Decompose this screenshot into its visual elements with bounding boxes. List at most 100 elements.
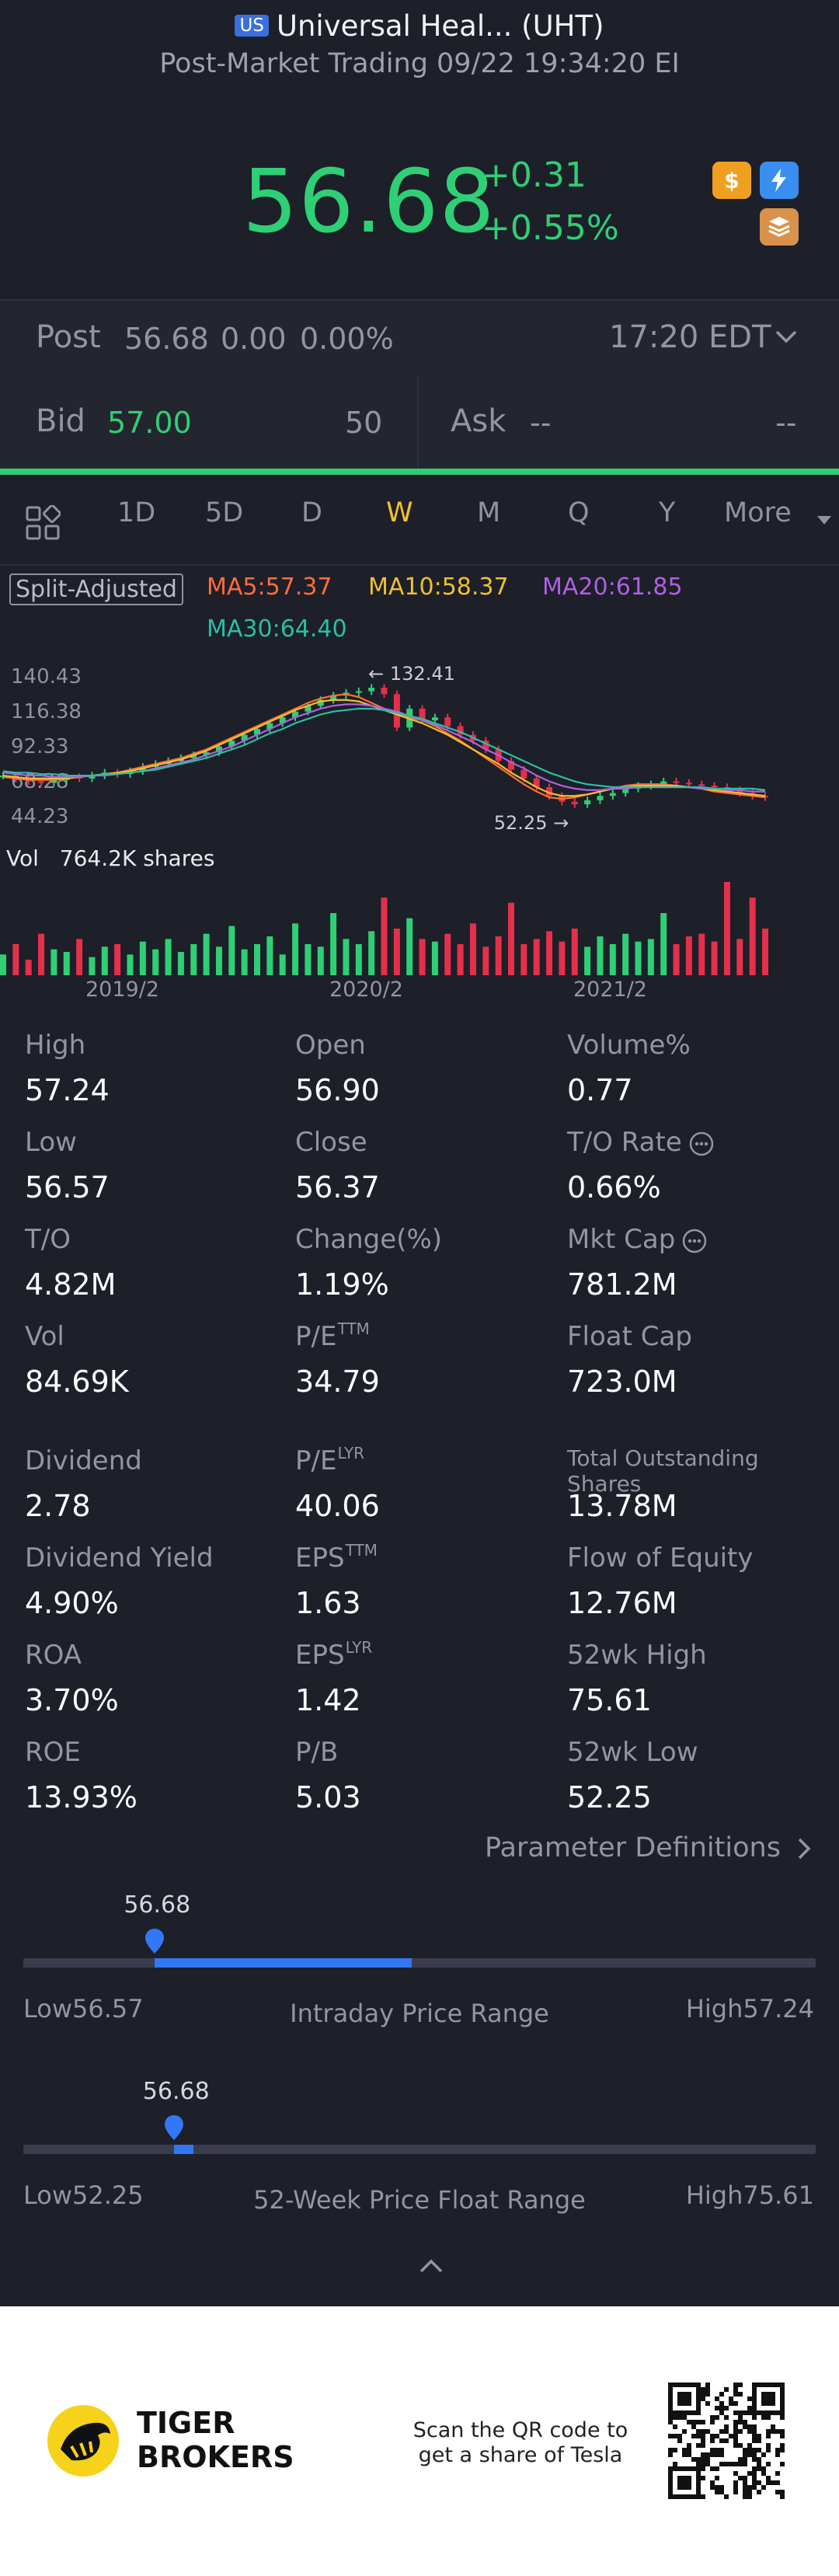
tiger-logo-icon [47,2405,119,2477]
volume-bar [355,944,362,975]
tabs-divider [0,564,839,566]
stat-value: 5.03 [295,1780,361,1814]
stat-label-text: Vol [25,1321,64,1352]
high-annotation: ← 132.41 [368,663,455,685]
tab-1d[interactable]: 1D [117,497,156,528]
ma30-label: MA30:64.40 [207,615,347,643]
volume-bar [571,929,578,975]
post-change: 0.00 [221,322,287,356]
stat-value: 34.79 [295,1365,380,1399]
candle-body [381,688,388,695]
market-badge: US [235,14,269,37]
volume-bar [406,918,413,975]
volume-bar [749,898,756,975]
ask-size: -- [775,406,797,440]
stat-label: Volume% [567,1030,691,1061]
volume-bar [279,954,286,975]
volume-bar [12,944,19,975]
week52-current-value: 56.68 [142,2078,210,2105]
ma5-label: MA5:57.37 [207,573,332,601]
candle-body [597,796,604,800]
stat-label-text: High [25,1030,86,1061]
volume-bar [89,957,96,975]
week52-fill [173,2145,194,2154]
intraday-high: High57.24 [685,1994,814,2024]
stat-label: High [25,1030,85,1061]
x-axis: 2019/2 2020/2 2021/2 [0,978,839,1009]
qr-caption-line-1: Scan the QR code to [413,2418,628,2442]
volume-bar [698,933,705,975]
stat-label-text: Low [25,1127,77,1158]
intraday-current-value: 56.68 [124,1891,191,1919]
stat-value: 57.24 [25,1073,110,1107]
y-tick-label: 140.43 [11,665,82,688]
stat-label-text: Flow of Equity [567,1542,754,1574]
volume-bar [495,936,502,975]
info-dots-icon[interactable] [681,1228,708,1254]
stat-value: 84.69K [25,1365,129,1399]
candle-body [660,781,667,785]
volume-bar [330,913,337,975]
volume-bar [431,941,438,975]
volume-bar [673,944,680,975]
ma30-line [2,707,766,791]
stat-label-text: Total Outstanding Shares [567,1445,759,1497]
dollar-icon[interactable]: $ [712,162,751,199]
chevron-down-icon[interactable] [774,327,799,346]
stock-title: Universal Heal... (UHT) [276,9,604,43]
chevron-up-icon[interactable] [418,2257,444,2274]
stat-label: P/ETTM [295,1319,370,1352]
candle-body [89,776,96,779]
split-adjusted-button[interactable]: Split-Adjusted [9,573,183,605]
grid-layout-icon[interactable] [25,505,61,541]
volume-bar [127,954,134,975]
info-dots-icon[interactable] [688,1131,715,1157]
volume-bar [317,946,324,975]
volume-bar [215,946,222,975]
volume-bar [559,941,566,975]
post-market-row[interactable]: Post 56.68 0.00 0.00% 17:20 EDT [0,299,839,378]
stat-label-text: Volume% [567,1030,691,1061]
candle-body [203,752,210,755]
volume-chart[interactable] [0,878,839,975]
flash-icon[interactable] [760,162,799,199]
candle-body [736,790,743,793]
candle-body [279,717,286,723]
stat-label: Change(%) [295,1224,442,1255]
candle-body [673,781,680,783]
volume-bar [482,946,489,975]
tab-5d[interactable]: 5D [205,497,244,528]
y-tick-label: 44.23 [11,805,68,828]
location-pin-icon [145,1929,165,1954]
intraday-fill [155,1958,412,1968]
caret-down-icon[interactable] [816,513,833,527]
stat-value: 56.57 [25,1170,110,1204]
qr-code-icon[interactable] [668,2383,785,2499]
stat-value: 12.76M [567,1586,677,1620]
volume-bar [419,939,426,975]
tab-d[interactable]: D [301,497,322,528]
layers-icon[interactable] [760,208,799,246]
candle-body [228,741,235,747]
stat-label-text: Float Cap [567,1321,692,1352]
week52-track [23,2145,816,2154]
parameter-definitions-link[interactable]: Parameter Definitions [485,1832,811,1863]
post-change-percent: 0.00% [300,322,394,356]
tab-q[interactable]: Q [568,497,590,528]
stat-label: Dividend Yield [25,1542,214,1574]
stat-label: Flow of Equity [567,1542,754,1574]
volume-bar [584,946,591,975]
x-tick: 2020/2 [329,978,403,1002]
tab-more[interactable]: More [724,497,792,528]
volume-bar [533,939,540,975]
stat-value: 4.90% [25,1586,119,1620]
tab-y[interactable]: Y [659,497,676,528]
period-tabs: 1D 5D D W M Q Y More [0,497,839,546]
volume-bar [444,933,451,975]
stat-value: 723.0M [567,1365,677,1399]
tab-m[interactable]: M [477,497,501,528]
tab-w[interactable]: W [386,497,413,528]
volume-bar [685,936,692,975]
stat-label: T/O Rate [567,1127,715,1158]
